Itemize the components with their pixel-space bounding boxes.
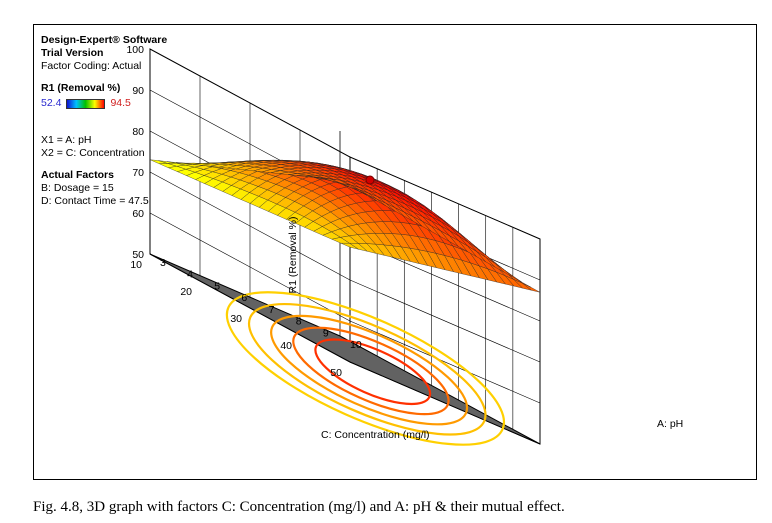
color-legend: 52.4 94.5	[41, 97, 167, 110]
contour-floor	[149, 253, 541, 446]
actual-factors-title: Actual Factors	[41, 169, 114, 181]
z-tick-label: 80	[132, 126, 144, 138]
contour-line	[247, 302, 487, 436]
info-panel: Design-Expert® Software Trial Version Fa…	[41, 34, 167, 208]
response-surface	[149, 159, 541, 293]
y-tick-label: 10	[130, 259, 142, 271]
legend-colorbar	[66, 98, 106, 109]
contour-line	[292, 326, 450, 416]
contour-line	[314, 338, 432, 406]
axis-labels: 50 60 70 80 90 100 10 20 30 40 50 3 4 5 6 7 8 9 10 R1 (Remo…	[126, 44, 683, 441]
software-name: Design-Expert® Software	[41, 34, 168, 46]
surface-cell	[331, 179, 350, 186]
x-tick-label: 6	[241, 292, 247, 304]
z-tick-label: 90	[132, 85, 144, 97]
z-axis-label: R1 (Removal %)	[287, 216, 299, 293]
y-tick-label: 40	[280, 340, 292, 352]
floor-plane	[149, 253, 541, 445]
y-axis-label: C: Concentration (mg/l)	[321, 429, 430, 441]
z-tick-label: 60	[132, 208, 144, 220]
y-tick-label: 30	[230, 313, 242, 325]
z-tick-label: 50	[132, 249, 144, 261]
x-tick-label: 4	[187, 269, 193, 281]
x-tick-label: 3	[160, 257, 166, 269]
contour-line	[270, 314, 469, 426]
x1-factor: X1 = A: pH	[41, 134, 92, 146]
y-tick-label: 20	[180, 286, 192, 298]
surface-plot: 50 60 70 80 90 100 10 20 30 40 50 3 4 5 6 7 8 9 10 R1 (Remo…	[126, 44, 683, 446]
x-tick-label: 5	[214, 280, 220, 292]
legend-min: 52.4	[41, 97, 62, 109]
design-point	[365, 175, 375, 185]
response-title: R1 (Removal %)	[41, 82, 121, 94]
x-tick-label: 9	[323, 327, 329, 339]
figure-caption: Fig. 4.8, 3D graph with factors C: Conce…	[33, 499, 565, 515]
x-tick-label: 8	[296, 316, 302, 328]
contact-time-factor: D: Contact Time = 47.5	[41, 195, 149, 207]
x2-factor: X2 = C: Concentration	[41, 147, 145, 159]
z-tick-label: 100	[126, 44, 144, 56]
legend-max: 94.5	[110, 97, 131, 109]
x-tick-label: 7	[269, 304, 275, 316]
dosage-factor: B: Dosage = 15	[41, 182, 114, 194]
factor-coding: Factor Coding: Actual	[41, 60, 142, 72]
x-axis-label: A: pH	[657, 418, 683, 430]
y-tick-label: 50	[330, 367, 342, 379]
z-tick-label: 70	[132, 167, 144, 179]
trial-version: Trial Version	[41, 47, 104, 59]
contour-line	[225, 291, 506, 446]
x-tick-label: 10	[350, 339, 362, 351]
